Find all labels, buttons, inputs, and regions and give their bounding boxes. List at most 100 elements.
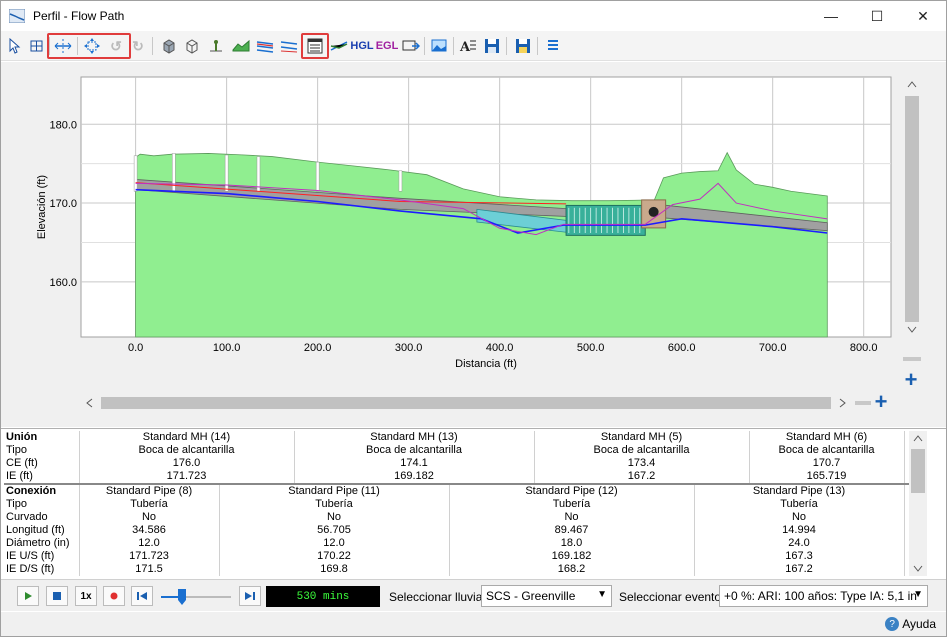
vertical-zoom-in-button[interactable]: + [901,369,921,391]
select-pointer-button[interactable] [5,36,25,56]
row-label: Longitud (ft) [4,524,80,537]
conexion-diametro-cell[interactable]: 12.0 [79,537,220,550]
row-label: Tipo [4,444,80,457]
time-display: 530 mins [266,586,380,607]
conexion-longitud-cell[interactable]: 14.994 [694,524,905,537]
conexion-name-cell[interactable]: Standard Pipe (11) [219,483,450,498]
play-button[interactable] [17,586,39,606]
egl-button[interactable]: EGL [376,36,399,56]
rain-select[interactable]: SCS - Greenville ▼ [481,585,612,607]
conexion-ie-us-cell[interactable]: 169.182 [449,550,695,563]
union-ce-cell[interactable]: 173.4 [534,457,750,470]
horizontal-zoom-in-button[interactable]: + [871,391,891,413]
maximize-button[interactable]: ☐ [854,1,900,31]
export-image-button[interactable] [429,36,449,56]
union-tipo-cell[interactable]: Boca de alcantarilla [294,444,535,457]
time-slider[interactable] [159,588,233,606]
union-tipo-cell[interactable]: Boca de alcantarilla [79,444,295,457]
event-select[interactable]: +0 %: ARI: 100 años: Type IA: 5,1 in ▼ [719,585,928,607]
conexion-curvado-cell[interactable]: No [219,511,450,524]
manhole-riser [224,154,229,192]
flow-lines-button[interactable] [329,36,349,56]
zoom-window-button[interactable] [27,36,47,56]
union-tipo-cell[interactable]: Boca de alcantarilla [534,444,750,457]
grid-vertical-scrollbar[interactable] [909,431,927,576]
union-ce-cell[interactable]: 174.1 [294,457,535,470]
skip-end-button[interactable] [239,586,261,606]
union-ie-cell[interactable]: 167.2 [534,470,750,484]
union-ie-cell[interactable]: 171.723 [79,470,295,484]
horizontal-zoom-out-button[interactable] [855,401,871,405]
row-label: IE D/S (ft) [4,563,80,576]
x-tick-label: 700.0 [759,342,787,354]
toolbar-separator [49,37,50,55]
x-tick-label: 200.0 [304,342,332,354]
hgl-button[interactable]: HGL [350,36,373,56]
3d-box-button[interactable] [159,36,179,56]
conexion-longitud-cell[interactable]: 89.467 [449,524,695,537]
x-tick-label: 500.0 [577,342,605,354]
union-name-cell[interactable]: Standard MH (6) [749,431,905,444]
conexion-ie-ds-cell[interactable]: 168.2 [449,563,695,576]
union-ie-cell[interactable]: 169.182 [294,470,535,484]
conexion-tipo-cell[interactable]: Tubería [219,498,450,511]
union-ce-cell[interactable]: 176.0 [79,457,295,470]
conexion-curvado-cell[interactable]: No [694,511,905,524]
conexion-tipo-cell[interactable]: Tubería [694,498,905,511]
conexion-ie-us-cell[interactable]: 167.3 [694,550,905,563]
pan-horizontal-button[interactable] [53,36,73,56]
conexion-ie-us-cell[interactable]: 171.723 [79,550,220,563]
conexion-name-cell[interactable]: Standard Pipe (12) [449,483,695,498]
horizontal-scrollbar[interactable] [81,394,851,412]
conexion-ie-us-cell[interactable]: 170.22 [219,550,450,563]
layers-button[interactable] [255,36,275,56]
union-name-cell[interactable]: Standard MH (14) [79,431,295,444]
stop-button[interactable] [46,586,68,606]
animate-flow-button[interactable] [401,36,421,56]
vertical-zoom-out-button[interactable] [903,357,921,361]
rotate-back-button[interactable]: ↺ [106,36,126,56]
close-button[interactable]: ✕ [900,1,946,31]
conexion-diametro-cell[interactable]: 18.0 [449,537,695,550]
conexion-tipo-cell[interactable]: Tubería [449,498,695,511]
terrain-button[interactable] [231,36,251,56]
table-view-icon [307,38,323,54]
record-button[interactable] [103,586,125,606]
union-name-cell[interactable]: Standard MH (13) [294,431,535,444]
profile-lines-button[interactable] [279,36,299,56]
conexion-diametro-cell[interactable]: 12.0 [219,537,450,550]
table-view-button[interactable] [305,36,325,56]
y-axis-label: Elevación (ft) [36,175,48,239]
union-ie-cell[interactable]: 165.719 [749,470,905,484]
rotate-forward-button[interactable]: ↻ [128,36,148,56]
union-tipo-cell[interactable]: Boca de alcantarilla [749,444,905,457]
label-node-button[interactable] [206,36,226,56]
union-ce-cell[interactable]: 170.7 [749,457,905,470]
save-button[interactable] [482,36,502,56]
help-link[interactable]: ? Ayuda [885,617,936,631]
conexion-name-cell[interactable]: Standard Pipe (8) [79,483,220,498]
conexion-tipo-cell[interactable]: Tubería [79,498,220,511]
conexion-diametro-cell[interactable]: 24.0 [694,537,905,550]
conexion-name-cell[interactable]: Standard Pipe (13) [694,483,905,498]
pan-all-button[interactable] [82,36,102,56]
speed-button[interactable]: 1x [75,586,97,606]
conexion-curvado-cell[interactable]: No [79,511,220,524]
record-icon [110,592,118,600]
conexion-ie-ds-cell[interactable]: 167.2 [694,563,905,576]
vertical-scrollbar[interactable] [903,76,921,336]
skip-start-button[interactable] [131,586,153,606]
minimize-button[interactable]: — [808,1,854,31]
save-as-button[interactable] [513,36,533,56]
conexion-ie-ds-cell[interactable]: 171.5 [79,563,220,576]
conexion-longitud-cell[interactable]: 56.705 [219,524,450,537]
options-button[interactable] [543,36,563,56]
conexion-ie-ds-cell[interactable]: 169.8 [219,563,450,576]
save-icon [485,39,499,53]
3d-wire-button[interactable] [182,36,202,56]
font-settings-button[interactable]: A [458,36,478,56]
conexion-curvado-cell[interactable]: No [449,511,695,524]
conexion-longitud-cell[interactable]: 34.586 [79,524,220,537]
union-name-cell[interactable]: Standard MH (5) [534,431,750,444]
